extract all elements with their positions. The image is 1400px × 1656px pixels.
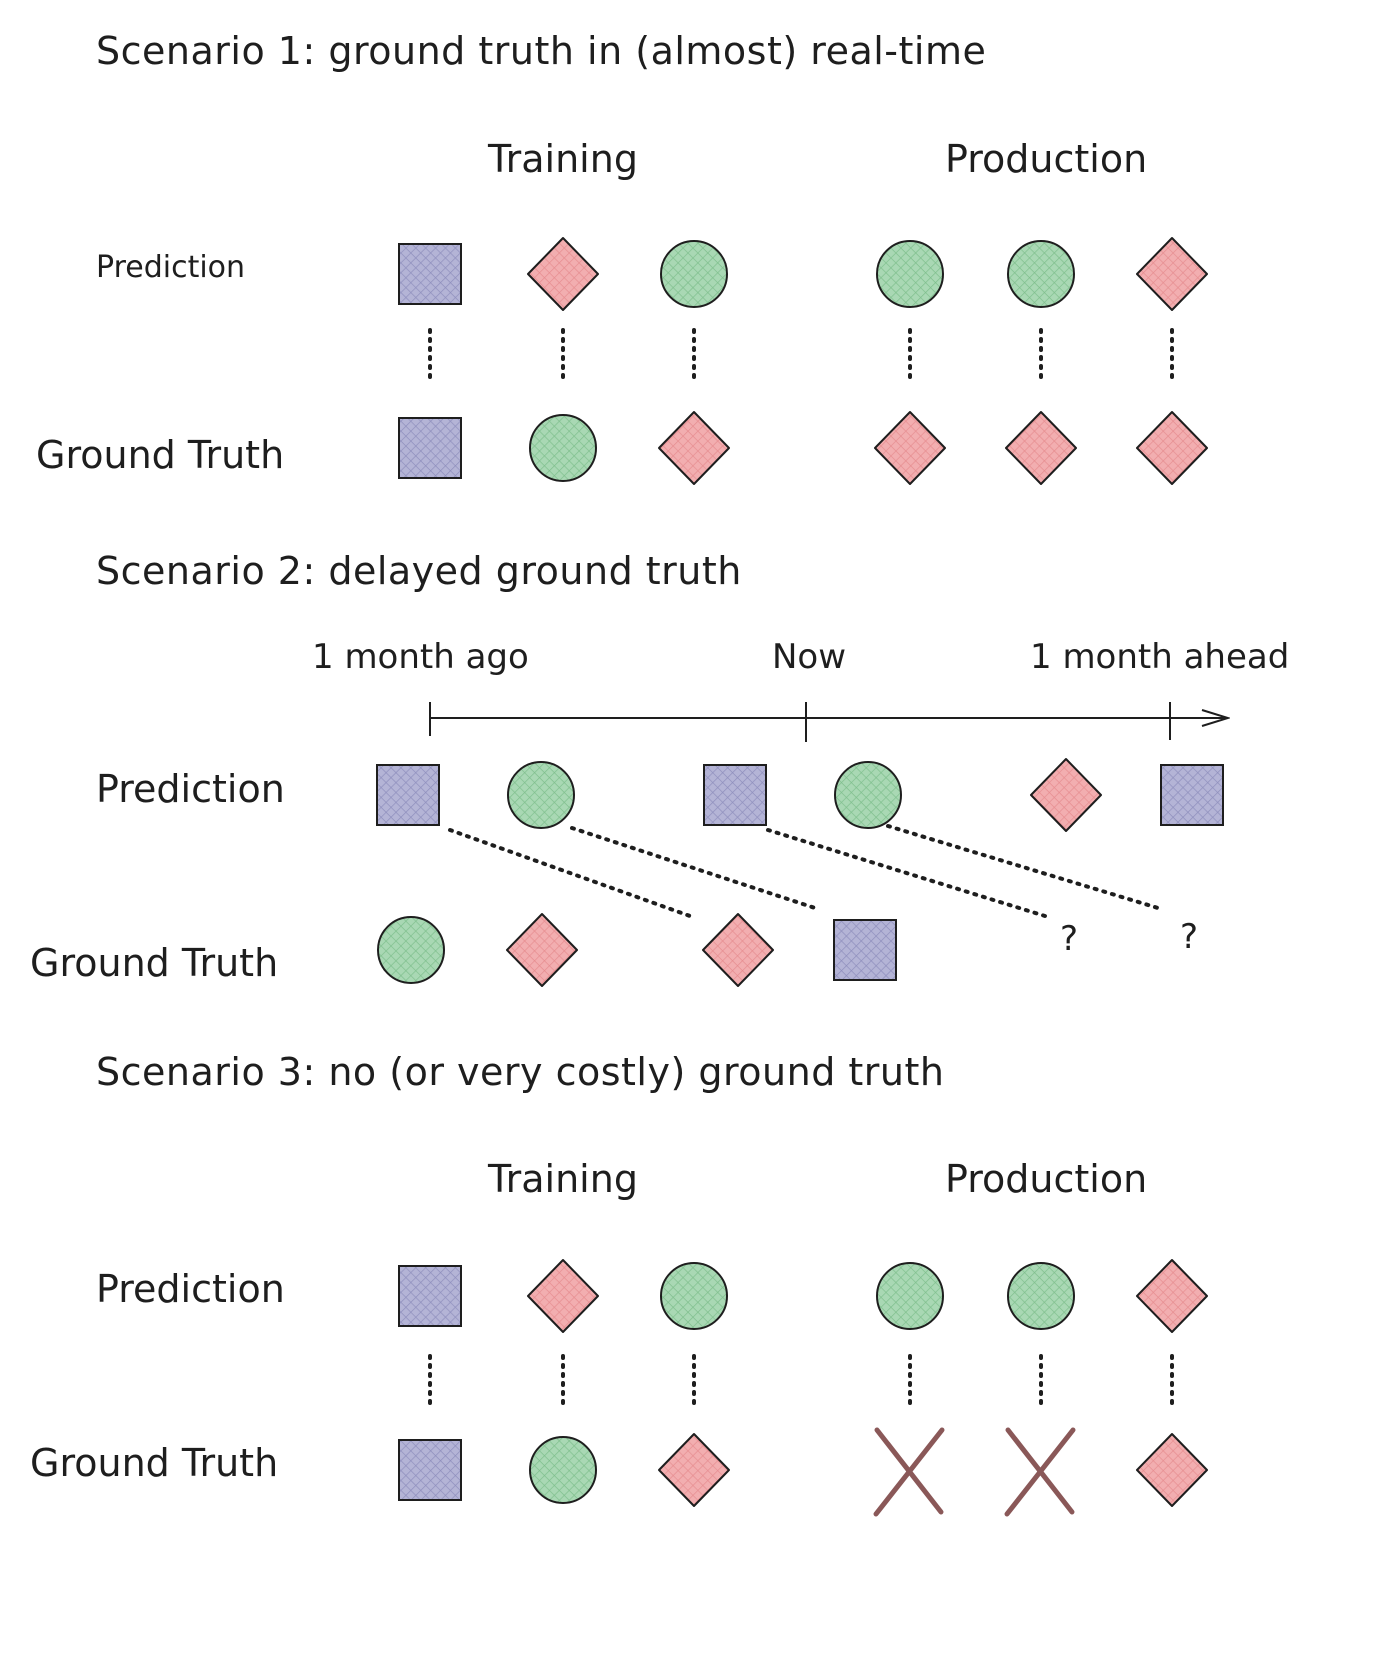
- scenario1-ground-truth-label: Ground Truth: [36, 433, 285, 477]
- scenario1-production-ground-truth-1-diamond: [874, 411, 946, 485]
- scenario3-production-heading: Production: [945, 1157, 1148, 1201]
- timeline-end-label: 1 month ahead: [1030, 637, 1290, 677]
- scenario1-prediction-label: Prediction: [96, 250, 246, 285]
- scenario2-ground-truth-3-diamond: [702, 913, 774, 987]
- scenario1-training-heading: Training: [488, 137, 638, 181]
- scenario1-training-prediction-3-circle: [660, 240, 728, 308]
- unknown-ground-truth-mark-1: ?: [1060, 919, 1079, 959]
- scenario3-production-prediction-1-circle: [876, 1262, 944, 1330]
- scenario3-production-prediction-2-circle: [1007, 1262, 1075, 1330]
- timeline-now-label: Now: [772, 637, 847, 677]
- scenario3-training-prediction-3-circle: [660, 1262, 728, 1330]
- scenario2-link-2: [570, 826, 817, 910]
- scenario1-title: Scenario 1: ground truth in (almost) rea…: [96, 29, 987, 73]
- scenario2-prediction-1-square: [376, 764, 440, 826]
- connector-lines: [428, 328, 1174, 1412]
- scenario1-training-ground-truth-3-diamond: [658, 411, 730, 485]
- scenario1-training-ground-truth-1-square: [398, 417, 462, 479]
- scenario1-production-prediction-1-circle: [876, 240, 944, 308]
- scenario1-production-prediction-3-diamond: [1136, 237, 1208, 311]
- scenario3-production-ground-truth-2-missing-x-icon: [1004, 1427, 1076, 1517]
- scenario2-ground-truth-4-square: [833, 919, 897, 981]
- scenario2-ground-truth-label: Ground Truth: [30, 941, 279, 985]
- scenario1-training-prediction-2-diamond: [527, 237, 599, 311]
- scenario3-training-ground-truth-3-diamond: [658, 1433, 730, 1507]
- scenario3-training-prediction-2-diamond: [527, 1259, 599, 1333]
- scenario3-training-ground-truth-2-circle: [529, 1436, 597, 1504]
- scenario2-ground-truth-2-diamond: [506, 913, 578, 987]
- scenario1-production-ground-truth-2-diamond: [1005, 411, 1077, 485]
- scenario3-prediction-label: Prediction: [96, 1267, 285, 1311]
- scenario3-production-ground-truth-3-diamond: [1136, 1433, 1208, 1507]
- scenario2-prediction-2-circle: [507, 761, 575, 829]
- scenario3-production-ground-truth-1-missing-x-icon: [873, 1427, 945, 1517]
- scenario1-production-heading: Production: [945, 137, 1148, 181]
- scenario2-link-1: [448, 828, 692, 918]
- scenario2-prediction-5-diamond: [1030, 758, 1102, 832]
- scenario2-prediction-6-square: [1160, 764, 1224, 826]
- scenario1-production-prediction-2-circle: [1007, 240, 1075, 308]
- scenario2-link-3: [766, 828, 1047, 918]
- scenario1-production-ground-truth-3-diamond: [1136, 411, 1208, 485]
- scenario3-title: Scenario 3: no (or very costly) ground t…: [96, 1050, 945, 1094]
- scenario2-link-4: [886, 824, 1160, 910]
- scenario3-ground-truth-label: Ground Truth: [30, 1441, 279, 1485]
- scenario2-prediction-label: Prediction: [96, 767, 285, 811]
- scenario3-production-prediction-3-diamond: [1136, 1259, 1208, 1333]
- scenario3-training-prediction-1-square: [398, 1265, 462, 1327]
- scenario3-training-ground-truth-1-square: [398, 1439, 462, 1501]
- scenario2-prediction-3-square: [703, 764, 767, 826]
- scenario1-training-prediction-1-square: [398, 243, 462, 305]
- timeline-start-label: 1 month ago: [312, 637, 529, 677]
- scenario1-training-ground-truth-2-circle: [529, 414, 597, 482]
- scenario3-training-heading: Training: [488, 1157, 638, 1201]
- shape-markers: [376, 237, 1224, 1517]
- unknown-ground-truth-mark-2: ?: [1180, 917, 1199, 957]
- scenario2-prediction-4-circle: [834, 761, 902, 829]
- scenario2-title: Scenario 2: delayed ground truth: [96, 549, 742, 593]
- scenario2-ground-truth-1-circle: [377, 916, 445, 984]
